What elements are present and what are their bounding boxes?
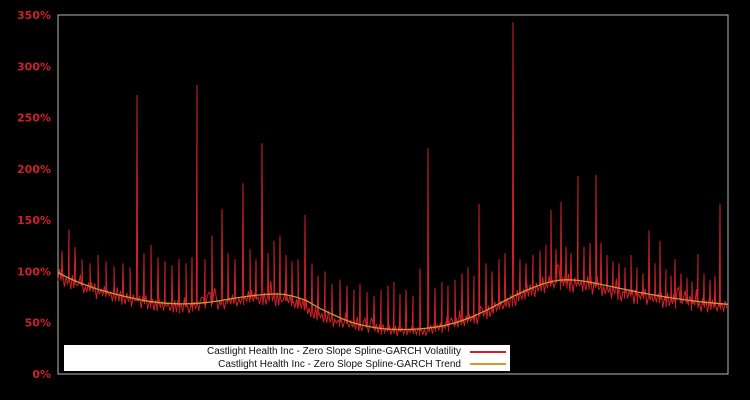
legend-item-trend: Castlight Health Inc - Zero Slope Spline… [64,359,510,370]
plot-frame [57,14,729,375]
y-axis-tick-label: 350% [17,9,51,22]
trend-line-sample-icon [470,363,506,366]
volatility-series-line [57,22,728,337]
volatility-line-sample-icon [470,350,506,353]
y-axis-tick-label: 100% [17,265,51,278]
y-axis-tick-label: 150% [17,214,51,227]
legend-trend-label: Castlight Health Inc - Zero Slope Spline… [218,358,461,370]
y-axis-tick-label: 200% [17,163,51,176]
y-axis-tick-label: 300% [17,60,51,73]
legend: Castlight Health Inc - Zero Slope Spline… [63,344,511,372]
y-axis-tick-label: 50% [25,317,51,330]
legend-volatility-label: Castlight Health Inc - Zero Slope Spline… [207,346,461,358]
y-axis-tick-label: 0% [32,368,51,381]
trend-series-line [57,271,729,331]
legend-item-volatility: Castlight Health Inc - Zero Slope Spline… [64,346,510,357]
y-axis-tick-label: 250% [17,112,51,125]
